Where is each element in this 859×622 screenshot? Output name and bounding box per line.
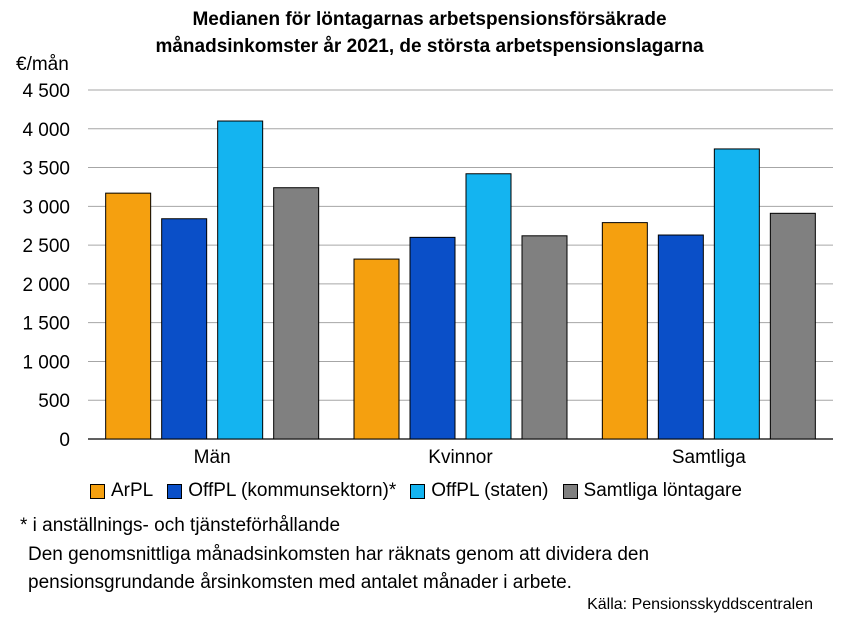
y-tick-label: 2 500 xyxy=(22,236,70,257)
x-axis-category-labels: Män Kvinnor Samtliga xyxy=(194,447,747,468)
bar-4-3 xyxy=(769,212,816,440)
x-category-label: Män xyxy=(194,447,231,468)
gridlines xyxy=(88,89,833,440)
y-tick-label: 1 000 xyxy=(22,352,70,373)
bar-4-2 xyxy=(521,235,568,440)
legend-label-samtliga-lontagare: Samtliga löntagare xyxy=(583,480,742,501)
y-tick-label: 1 500 xyxy=(22,314,70,335)
legend-label-arpl: ArPL xyxy=(111,480,154,501)
y-tick-label: 500 xyxy=(38,391,70,412)
bar-2-2 xyxy=(409,236,456,440)
y-tick-label: 4 000 xyxy=(22,120,70,141)
legend-item-offpl-staten: OffPL (staten) xyxy=(410,480,549,502)
y-tick-label: 3 500 xyxy=(22,159,70,180)
source-note: Källa: Pensionsskyddscentralen xyxy=(587,596,813,613)
bar-1-2 xyxy=(353,258,400,440)
legend-item-arpl: ArPL xyxy=(90,480,153,502)
legend-item-offpl-kommunsektorn: OffPL (kommunsektorn)* xyxy=(167,480,396,502)
bar-chart: 0 500 1 000 1 500 2 000 2 500 3 000 3 500 4 000 4… xyxy=(22,81,833,468)
method-note-line-1: Den genomsnittliga månadsinkomsten har r… xyxy=(28,544,650,565)
bar-3-2 xyxy=(465,173,512,440)
y-axis-unit-label: €/mån xyxy=(16,54,69,75)
y-tick-label: 2 000 xyxy=(22,275,70,296)
legend-label-offpl-kommunsektorn: OffPL (kommunsektorn)* xyxy=(188,480,397,501)
bar-3-3 xyxy=(713,148,760,440)
y-tick-label: 0 xyxy=(59,430,70,451)
legend-swatch-arpl xyxy=(90,483,105,499)
y-tick-label: 3 000 xyxy=(22,197,70,218)
legend-swatch-offpl-kommunsektorn xyxy=(167,483,183,499)
x-category-label: Kvinnor xyxy=(428,447,493,468)
legend: ArPL OffPL (kommunsektorn)* OffPL (state… xyxy=(90,480,756,502)
chart-title-line-2: månadsinkomster år 2021, de största arbe… xyxy=(155,36,704,57)
method-note-line-2: pensionsgrundande årsinkomsten med antal… xyxy=(28,572,572,593)
chart-title-line-1: Medianen för löntagarnas arbetspensionsf… xyxy=(192,9,667,30)
bar-3-1 xyxy=(217,120,264,440)
legend-item-samtliga-lontagare: Samtliga löntagare xyxy=(562,480,742,502)
y-tick-label: 4 500 xyxy=(22,81,70,102)
legend-swatch-samtliga-lontagare xyxy=(562,483,578,499)
y-axis-tick-labels: 0 500 1 000 1 500 2 000 2 500 3 000 3 500 4 000 4… xyxy=(22,81,70,451)
bar-1-1 xyxy=(105,192,152,440)
footnote: * i anställnings- och tjänsteförhållande xyxy=(20,515,341,536)
bars xyxy=(105,120,816,440)
legend-label-offpl-staten: OffPL (staten) xyxy=(431,480,549,501)
bar-2-3 xyxy=(657,234,704,440)
x-category-label: Samtliga xyxy=(672,447,746,468)
legend-swatch-offpl-staten xyxy=(410,483,426,499)
bar-2-1 xyxy=(161,218,208,440)
bar-1-3 xyxy=(601,222,648,440)
bar-4-1 xyxy=(273,187,320,440)
